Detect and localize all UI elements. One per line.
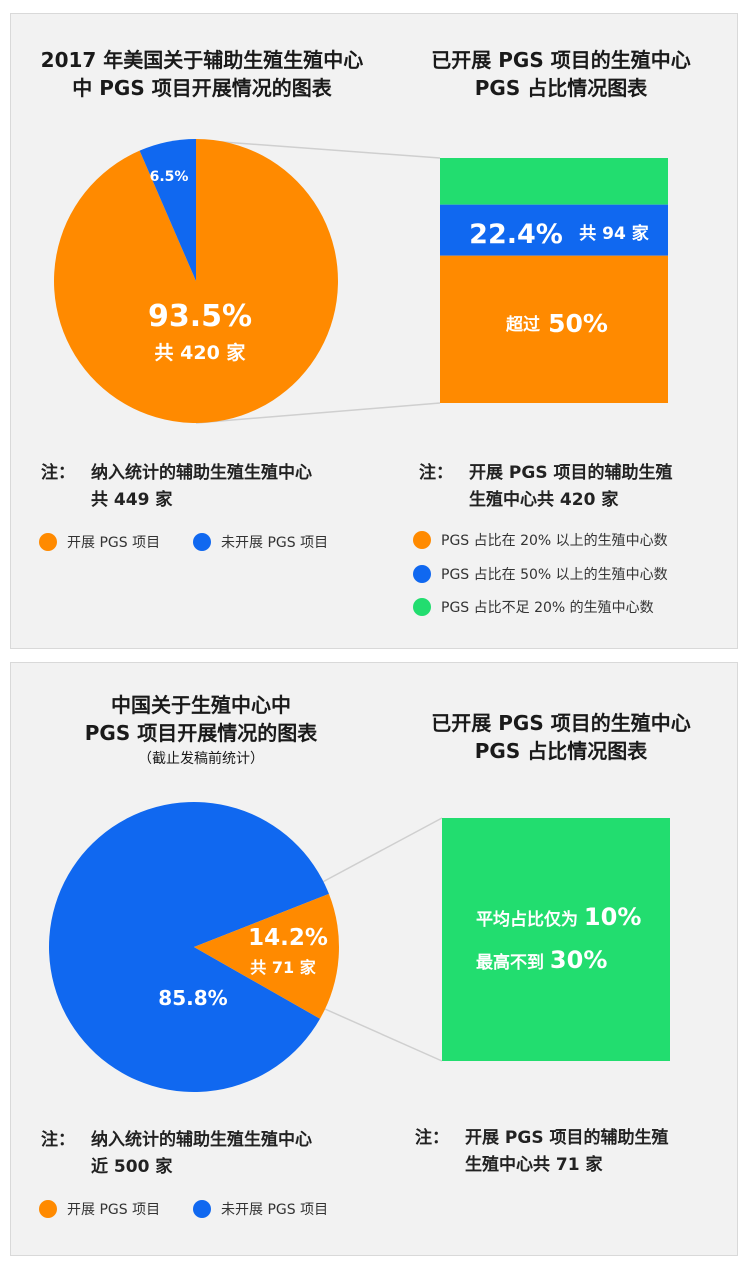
pie-label-no-pgs-pct: 85.8% (158, 986, 227, 1010)
note-line2: 生殖中心共 420 家 (469, 490, 619, 510)
legend-dot-green (413, 598, 431, 616)
legend-dot-orange (39, 1200, 57, 1218)
legend-dot-orange (413, 531, 431, 549)
china-pgs-summary-box: 平均占比仅为 10% 最高不到 30% (442, 818, 670, 1061)
note-line1: 纳入统计的辅助生殖生殖中心 (91, 463, 312, 483)
legend-dot-orange (39, 533, 57, 551)
legend-item-over-50: PGS 占比在 50% 以上的生殖中心数 (413, 564, 668, 584)
pie-label-pgs-count: 共 420 家 (155, 341, 247, 364)
bar-segment-over-50 (440, 204, 668, 256)
note-line2: 近 500 家 (91, 1157, 173, 1177)
china-pie-title: 中国关于生殖中心中 PGS 项目开展情况的图表 （截止发稿前统计） (31, 691, 371, 771)
connector-top-line (195, 139, 441, 159)
note-line2: 共 449 家 (91, 490, 173, 510)
pie-slice-pgs (194, 893, 339, 1019)
connector-top-line (316, 817, 443, 886)
us-bar-title-line1: 已开展 PGS 项目的生殖中心 (431, 48, 691, 72)
note-label: 注： (41, 463, 75, 483)
us-chart-svg: 93.5% 共 420 家 6.5% 22.4% 共 94 家 超过 50% (53, 139, 668, 424)
summary-max-pct: 30% (549, 945, 608, 974)
legend-dot-blue (193, 1200, 211, 1218)
bar-segment-under-20 (440, 158, 668, 205)
pie-label-no-pgs-pct: 6.5% (150, 169, 189, 185)
note-line1: 纳入统计的辅助生殖生殖中心 (91, 1130, 312, 1150)
note-line2: 生殖中心共 71 家 (465, 1155, 603, 1175)
legend-item-over-20: PGS 占比在 20% 以上的生殖中心数 (413, 530, 668, 550)
summary-line-average: 平均占比仅为 10% (476, 897, 670, 940)
connector-bottom-line (195, 402, 441, 424)
summary-average-text: 平均占比仅为 (476, 909, 578, 930)
legend-label: 开展 PGS 项目 (67, 535, 161, 551)
china-pie-subtitle: （截止发稿前统计） (138, 751, 264, 767)
china-box-title: 已开展 PGS 项目的生殖中心 PGS 占比情况图表 (391, 709, 731, 765)
note-label: 注： (41, 1130, 75, 1150)
us-bar-note: 注： 开展 PGS 项目的辅助生殖 生殖中心共 420 家 (419, 460, 729, 510)
note-line1: 开展 PGS 项目的辅助生殖 (469, 463, 673, 483)
legend-label: 未开展 PGS 项目 (221, 1202, 329, 1218)
legend-label: PGS 占比在 50% 以上的生殖中心数 (441, 567, 668, 583)
china-chart-svg: 14.2% 共 71 家 85.8% (48, 801, 443, 1092)
legend-label: PGS 占比不足 20% 的生殖中心数 (441, 600, 654, 616)
china-chart-panel: 中国关于生殖中心中 PGS 项目开展情况的图表 （截止发稿前统计） 已开展 PG… (10, 662, 738, 1256)
us-pie-title-line2: 中 PGS 项目开展情况的图表 (72, 76, 332, 100)
pie-label-pgs-pct: 14.2% (248, 925, 328, 951)
bar-label-over-50-count: 共 94 家 (579, 223, 649, 244)
connector-bottom-line (324, 1008, 443, 1062)
pie-slice-no-pgs (139, 139, 196, 281)
bar-segment-over-20 (440, 255, 668, 403)
china-box-note: 注： 开展 PGS 项目的辅助生殖 生殖中心共 71 家 (415, 1125, 725, 1175)
china-pie-note: 注： 纳入统计的辅助生殖生殖中心 近 500 家 (41, 1127, 381, 1177)
us-bar-title: 已开展 PGS 项目的生殖中心 PGS 占比情况图表 (391, 46, 731, 102)
summary-average-pct: 10% (583, 902, 642, 931)
legend-label: 开展 PGS 项目 (67, 1202, 161, 1218)
pie-slice-no-pgs (48, 801, 329, 1092)
china-pie-title-line1: 中国关于生殖中心中 (111, 693, 291, 717)
legend-dot-blue (193, 533, 211, 551)
pie-label-pgs-count: 共 71 家 (250, 958, 316, 977)
legend-item-pgs: 开展 PGS 项目 (39, 1199, 160, 1219)
bar-label-over-20-text: 超过 (506, 314, 540, 335)
legend-label: PGS 占比在 20% 以上的生殖中心数 (441, 533, 668, 549)
legend-label: 未开展 PGS 项目 (221, 535, 329, 551)
china-pie-title-line2: PGS 项目开展情况的图表 (84, 721, 318, 745)
us-pie-title-line1: 2017 年美国关于辅助生殖生殖中心 (40, 48, 364, 72)
us-pie-title: 2017 年美国关于辅助生殖生殖中心 中 PGS 项目开展情况的图表 (17, 46, 387, 102)
legend-item-pgs: 开展 PGS 项目 (39, 532, 160, 552)
note-label: 注： (419, 463, 453, 483)
summary-max-text: 最高不到 (476, 952, 544, 973)
summary-line-max: 最高不到 30% (476, 940, 670, 983)
bar-label-over-20-pct: 50% (548, 309, 608, 338)
legend-dot-blue (413, 565, 431, 583)
bar-label-over-50-pct: 22.4% (469, 219, 563, 250)
us-bar-title-line2: PGS 占比情况图表 (474, 76, 648, 100)
pie-label-pgs-pct: 93.5% (148, 299, 252, 334)
legend-item-no-pgs: 未开展 PGS 项目 (193, 1199, 328, 1219)
legend-item-no-pgs: 未开展 PGS 项目 (193, 532, 328, 552)
china-box-title-line2: PGS 占比情况图表 (474, 739, 648, 763)
legend-item-under-20: PGS 占比不足 20% 的生殖中心数 (413, 597, 654, 617)
us-pie-note: 注： 纳入统计的辅助生殖生殖中心 共 449 家 (41, 460, 381, 510)
note-line1: 开展 PGS 项目的辅助生殖 (465, 1128, 669, 1148)
pie-slice-pgs (53, 139, 338, 423)
us-chart-panel: 2017 年美国关于辅助生殖生殖中心 中 PGS 项目开展情况的图表 已开展 P… (10, 13, 738, 649)
note-label: 注： (415, 1128, 449, 1148)
china-box-title-line1: 已开展 PGS 项目的生殖中心 (431, 711, 691, 735)
